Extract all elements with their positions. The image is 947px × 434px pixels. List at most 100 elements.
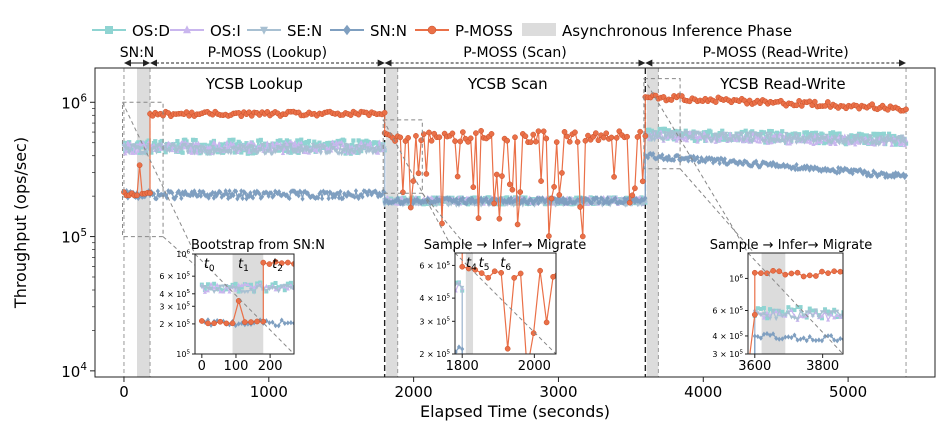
inset-series-point-os-d [480, 360, 484, 364]
series-point-sn-n [721, 159, 726, 165]
inset-series-point-sn-n [780, 336, 785, 342]
series-point-se-n [376, 145, 381, 150]
inset-series-point-os-i [239, 283, 244, 288]
inset-guide-line [195, 254, 294, 354]
series-point-sn-n [833, 169, 838, 175]
inset-series-point-se-n [832, 310, 837, 315]
inset-series-point-os-i [826, 317, 831, 322]
series-point-se-n [860, 138, 866, 143]
series-point-se-n [346, 143, 351, 148]
series-point-se-n [184, 145, 189, 151]
series-point-sn-n [257, 191, 262, 197]
inset-series-point-os-d [792, 308, 797, 313]
series-point-sn-n [174, 193, 179, 200]
series-point-sn-n [502, 197, 507, 204]
legend-marker-se-n [260, 26, 268, 35]
inset-series-point-os-i [202, 289, 207, 294]
series-point-sn-n [188, 192, 193, 199]
series-point-sn-n [877, 171, 883, 178]
series-point-os-i [299, 140, 304, 145]
series-point-sn-n [601, 200, 606, 207]
plot-area [121, 68, 909, 377]
series-point-p-moss [512, 134, 518, 141]
series-point-os-d [360, 139, 365, 144]
inset-series-point-se-n [276, 289, 281, 294]
series-point-se-n [707, 137, 712, 142]
inset-series-point-se-n [789, 315, 794, 320]
inset-series-point-os-d [753, 384, 757, 388]
inset-series-point-os-i [496, 363, 500, 367]
series-point-se-n [244, 149, 249, 154]
series-point-sn-n [450, 198, 455, 205]
series-point-sn-n [373, 188, 378, 194]
series-point-se-n [153, 145, 158, 150]
series-point-p-moss [712, 99, 719, 105]
inset-series-point-sn-n [554, 358, 558, 363]
inset-series-point-p-moss [272, 258, 279, 265]
series-point-sn-n [764, 160, 769, 167]
inset-series-point-p-moss [260, 259, 267, 266]
series-point-os-i [246, 149, 252, 154]
inset-series-point-os-i [242, 281, 247, 286]
inset-series-point-os-d [847, 307, 851, 311]
async-phase-band-1 [386, 68, 398, 377]
series-point-os-d [808, 137, 813, 142]
series-point-sn-n [554, 199, 559, 205]
inset-series-point-se-n [551, 363, 555, 367]
inset-series-point-se-n [750, 386, 754, 390]
series-point-se-n [868, 134, 873, 140]
series-point-sn-n [678, 157, 683, 163]
series-point-se-n [310, 142, 316, 148]
series-point-se-n [795, 133, 800, 138]
series-point-se-n [274, 149, 279, 154]
inset-series-point-sn-n [798, 336, 803, 342]
series-point-sn-n [391, 199, 396, 205]
series-point-sn-n [368, 189, 373, 195]
series-point-os-d [774, 130, 780, 135]
inset-series-point-p-moss [498, 269, 505, 276]
x-tick-label: 2000 [395, 383, 433, 401]
series-point-sn-n [807, 167, 812, 173]
inset-series-point-os-i [298, 285, 302, 289]
inset-series-point-os-i [450, 287, 454, 291]
series-point-se-n [850, 140, 855, 145]
series-point-sn-n [374, 190, 379, 197]
series-point-sn-n [330, 194, 335, 201]
series-point-sn-n [260, 193, 265, 200]
series-point-se-n [765, 133, 770, 139]
series-point-os-i [275, 141, 280, 146]
inset-series-point-os-i [741, 379, 745, 383]
series-point-se-n [261, 142, 266, 148]
inset-series-point-os-d [233, 281, 238, 286]
series-point-sn-n [325, 189, 330, 196]
inset-series-point-sn-n [506, 361, 510, 366]
inset-series-point-os-i [774, 309, 779, 314]
series-point-sn-n [660, 152, 665, 158]
phase-label: SN:N [120, 45, 155, 61]
series-point-p-moss [543, 135, 550, 142]
inset-series-point-sn-n [273, 323, 278, 329]
series-point-os-d [708, 129, 713, 134]
series-point-p-moss [624, 133, 630, 140]
series-point-os-i [282, 146, 287, 151]
series-point-p-moss [470, 184, 477, 190]
inset-series-point-os-d [823, 307, 828, 312]
series-point-os-d [275, 138, 280, 144]
series-point-se-n [759, 132, 764, 137]
series-point-se-n [705, 133, 711, 139]
series-point-se-n [137, 146, 142, 151]
inset-series-point-os-d [483, 362, 487, 366]
inset-x-tick-label: 100 [224, 359, 249, 374]
series-point-se-n [711, 137, 716, 142]
series-point-os-d [886, 131, 892, 136]
inset-series-point-sn-n [807, 333, 812, 340]
inset-series-point-p-moss [557, 266, 562, 271]
series-point-p-moss [381, 109, 388, 116]
series-point-se-n [872, 139, 877, 144]
series-point-sn-n [610, 198, 615, 204]
series-point-sn-n [555, 195, 561, 202]
series-point-os-d [153, 139, 158, 144]
series-point-se-n [236, 146, 241, 152]
inset-series-point-os-i [554, 358, 558, 362]
series-point-sn-n [299, 189, 304, 196]
